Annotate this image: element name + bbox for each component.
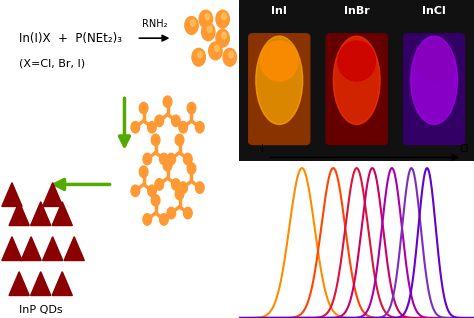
Circle shape bbox=[223, 48, 237, 66]
Circle shape bbox=[216, 10, 229, 28]
Circle shape bbox=[209, 42, 222, 60]
Circle shape bbox=[172, 179, 180, 190]
Circle shape bbox=[191, 20, 195, 26]
Polygon shape bbox=[9, 202, 29, 225]
Text: InBr: InBr bbox=[344, 6, 370, 16]
Ellipse shape bbox=[338, 41, 375, 81]
Circle shape bbox=[155, 179, 164, 190]
Circle shape bbox=[222, 32, 227, 39]
Polygon shape bbox=[9, 272, 29, 295]
Circle shape bbox=[183, 207, 192, 219]
Ellipse shape bbox=[261, 41, 298, 81]
Text: (X=Cl, Br, I): (X=Cl, Br, I) bbox=[19, 59, 85, 69]
Ellipse shape bbox=[256, 36, 303, 124]
Circle shape bbox=[143, 153, 152, 165]
Circle shape bbox=[147, 185, 156, 197]
Circle shape bbox=[147, 121, 156, 133]
Circle shape bbox=[229, 52, 234, 58]
Polygon shape bbox=[2, 183, 22, 206]
Circle shape bbox=[207, 26, 212, 32]
Circle shape bbox=[195, 182, 204, 193]
Circle shape bbox=[198, 52, 202, 58]
Circle shape bbox=[214, 45, 219, 52]
Circle shape bbox=[151, 195, 160, 206]
Circle shape bbox=[139, 166, 148, 177]
Polygon shape bbox=[31, 272, 51, 295]
Circle shape bbox=[131, 185, 140, 197]
Text: InI: InI bbox=[271, 6, 287, 16]
Circle shape bbox=[201, 23, 215, 41]
Circle shape bbox=[205, 13, 210, 20]
FancyBboxPatch shape bbox=[249, 34, 310, 144]
Circle shape bbox=[187, 163, 196, 174]
Polygon shape bbox=[64, 237, 84, 260]
Text: I: I bbox=[261, 144, 264, 154]
Circle shape bbox=[151, 134, 160, 146]
Circle shape bbox=[175, 134, 184, 146]
Circle shape bbox=[195, 121, 204, 133]
Circle shape bbox=[179, 121, 188, 133]
Ellipse shape bbox=[333, 36, 380, 124]
Polygon shape bbox=[31, 202, 51, 225]
Text: InP QDs: InP QDs bbox=[19, 305, 63, 315]
Circle shape bbox=[192, 48, 205, 66]
Circle shape bbox=[175, 188, 184, 200]
Circle shape bbox=[160, 214, 168, 225]
Text: InCl: InCl bbox=[422, 6, 446, 16]
Circle shape bbox=[160, 153, 168, 165]
Circle shape bbox=[155, 115, 164, 127]
Circle shape bbox=[172, 115, 180, 127]
Circle shape bbox=[163, 96, 172, 107]
Polygon shape bbox=[21, 237, 41, 260]
Circle shape bbox=[199, 10, 212, 28]
Text: RNH₂: RNH₂ bbox=[142, 19, 167, 29]
Polygon shape bbox=[52, 272, 73, 295]
Circle shape bbox=[185, 17, 198, 34]
Text: Cl: Cl bbox=[460, 144, 469, 154]
Circle shape bbox=[183, 153, 192, 165]
Circle shape bbox=[179, 182, 188, 193]
Polygon shape bbox=[52, 202, 73, 225]
Polygon shape bbox=[2, 237, 22, 260]
Ellipse shape bbox=[415, 41, 453, 81]
Circle shape bbox=[187, 102, 196, 114]
Circle shape bbox=[167, 153, 175, 165]
Polygon shape bbox=[43, 183, 63, 206]
FancyBboxPatch shape bbox=[239, 0, 474, 161]
Circle shape bbox=[139, 102, 148, 114]
Circle shape bbox=[131, 121, 140, 133]
Circle shape bbox=[167, 207, 175, 219]
FancyBboxPatch shape bbox=[326, 34, 387, 144]
Circle shape bbox=[216, 29, 229, 47]
Circle shape bbox=[222, 13, 227, 20]
Circle shape bbox=[143, 214, 152, 225]
Polygon shape bbox=[43, 237, 63, 260]
Ellipse shape bbox=[410, 36, 457, 124]
FancyBboxPatch shape bbox=[403, 34, 465, 144]
Circle shape bbox=[163, 160, 172, 171]
Text: In(I)X  +  P(NEt₂)₃: In(I)X + P(NEt₂)₃ bbox=[19, 32, 122, 45]
